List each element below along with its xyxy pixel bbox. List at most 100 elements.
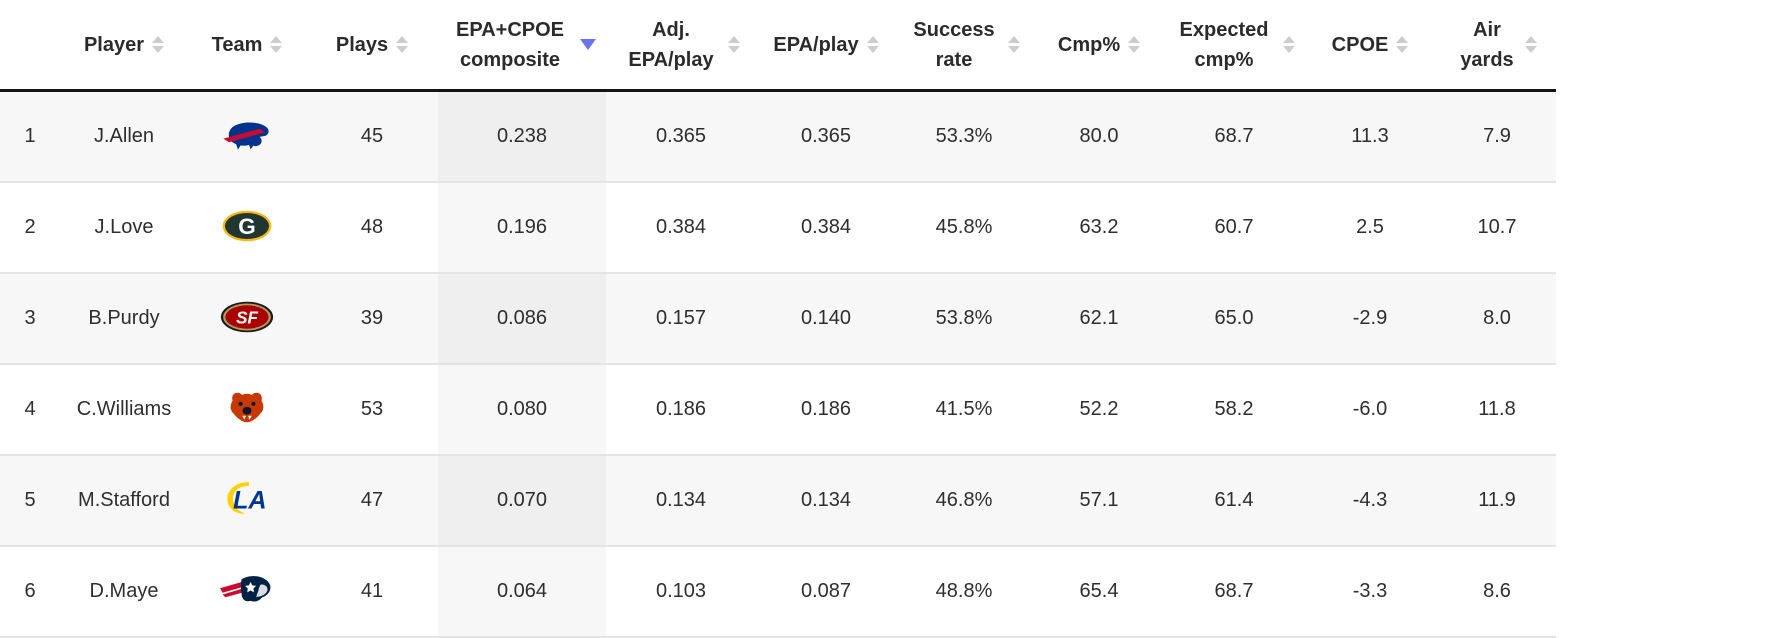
cell-team [188,90,306,183]
cell-cpoe: -2.9 [1302,273,1438,365]
cell-rank: 3 [0,273,60,365]
col-header-cmp-pct[interactable]: Cmp% [1032,0,1166,92]
cell-air-yards: 11.8 [1438,364,1556,456]
cell-epa-cpoe-composite: 0.064 [438,546,606,638]
cell-epa-cpoe-composite: 0.070 [438,455,606,547]
cell-cpoe: 2.5 [1302,182,1438,274]
cell-plays: 41 [306,546,438,638]
cell-rank: 6 [0,546,60,638]
cell-expected-cmp-pct: 61.4 [1166,455,1302,547]
header-row: Player Team Plays EPA+CPOE composite Adj… [0,0,1556,92]
buf-bills-team-logo-icon [217,114,277,156]
cell-cmp-pct: 80.0 [1032,90,1166,183]
cell-player: B.Purdy [60,273,188,365]
col-label-success-rate: Success rate [913,18,995,71]
sort-toggle-icon[interactable] [1283,36,1295,53]
cell-cmp-pct: 63.2 [1032,182,1166,274]
sort-toggle-icon[interactable] [396,36,409,53]
col-header-cpoe[interactable]: CPOE [1302,0,1438,92]
cell-plays: 53 [306,364,438,456]
cell-adj-epa-play: 0.186 [606,364,756,456]
col-label-air-yards: Air yards [1460,18,1514,71]
table-row: 1 J.Allen 45 0.238 0.365 0.365 53.3% 80.… [0,90,1556,183]
sort-toggle-icon[interactable] [1008,36,1020,53]
cell-expected-cmp-pct: 68.7 [1166,90,1302,183]
cell-success-rate: 53.3% [896,90,1032,183]
cell-player: C.Williams [60,364,188,456]
cell-plays: 39 [306,273,438,365]
sort-toggle-icon[interactable] [270,36,283,53]
cell-player: J.Love [60,182,188,274]
cell-expected-cmp-pct: 60.7 [1166,182,1302,274]
cell-success-rate: 46.8% [896,455,1032,547]
cell-team [188,546,306,638]
cell-epa-cpoe-composite: 0.196 [438,182,606,274]
chi-bears-team-logo-icon [217,386,277,428]
sort-desc-icon[interactable] [580,39,596,50]
cell-epa-play: 0.186 [756,364,896,456]
cell-air-yards: 10.7 [1438,182,1556,274]
col-header-expected-cmp-pct[interactable]: Expected cmp% [1166,0,1302,92]
table-row: 6 D.Maye 41 0.064 0.103 0.087 48.8% 65. [0,546,1556,638]
col-label-expected-cmp-pct: Expected cmp% [1179,18,1269,71]
col-header-success-rate[interactable]: Success rate [896,0,1032,92]
col-label-adj-epa-play: Adj. EPA/play [628,18,714,71]
cell-epa-cpoe-composite: 0.080 [438,364,606,456]
cell-team: SF [188,273,306,365]
cell-team: G [188,182,306,274]
col-header-plays[interactable]: Plays [306,0,438,92]
cell-rank: 2 [0,182,60,274]
cell-epa-cpoe-composite: 0.086 [438,273,606,365]
table-row: 3 B.Purdy SF 39 0.086 0.157 0.140 53.8% … [0,273,1556,365]
table-row: 4 C.Williams 53 0.080 0.186 0.186 [0,364,1556,456]
col-header-air-yards[interactable]: Air yards [1438,0,1556,92]
cell-cpoe: -3.3 [1302,546,1438,638]
cell-player: J.Allen [60,90,188,183]
sort-toggle-icon[interactable] [866,36,879,53]
cell-success-rate: 48.8% [896,546,1032,638]
cell-plays: 45 [306,90,438,183]
gb-packers-team-logo-icon: G [217,205,277,247]
sort-toggle-icon[interactable] [1396,36,1409,53]
svg-text:G: G [238,214,256,239]
cell-epa-play: 0.140 [756,273,896,365]
cell-air-yards: 8.6 [1438,546,1556,638]
cell-cpoe: -4.3 [1302,455,1438,547]
cell-cmp-pct: 62.1 [1032,273,1166,365]
cell-rank: 1 [0,90,60,183]
col-label-epa-cpoe-composite: EPA+CPOE composite [456,18,564,71]
cell-cmp-pct: 57.1 [1032,455,1166,547]
sort-toggle-icon[interactable] [1525,36,1537,53]
cell-expected-cmp-pct: 68.7 [1166,546,1302,638]
cell-plays: 47 [306,455,438,547]
cell-success-rate: 45.8% [896,182,1032,274]
cell-adj-epa-play: 0.103 [606,546,756,638]
cell-rank: 5 [0,455,60,547]
cell-success-rate: 53.8% [896,273,1032,365]
col-header-player[interactable]: Player [60,0,188,92]
col-label-team: Team [211,33,263,56]
col-header-adj-epa-play[interactable]: Adj. EPA/play [606,0,756,92]
cell-epa-play: 0.087 [756,546,896,638]
svg-text:SF: SF [236,308,258,327]
col-label-epa-play: EPA/play [773,33,859,56]
qb-stats-table: Player Team Plays EPA+CPOE composite Adj… [0,0,1556,638]
col-header-epa-play[interactable]: EPA/play [756,0,896,92]
cell-air-yards: 11.9 [1438,455,1556,547]
cell-success-rate: 41.5% [896,364,1032,456]
sort-toggle-icon[interactable] [1128,36,1141,53]
sf-49ers-team-logo-icon: SF [217,296,277,338]
sort-toggle-icon[interactable] [728,36,740,53]
cell-adj-epa-play: 0.134 [606,455,756,547]
svg-text:LA: LA [233,486,267,514]
cell-cmp-pct: 52.2 [1032,364,1166,456]
sort-toggle-icon[interactable] [152,36,165,53]
cell-cmp-pct: 65.4 [1032,546,1166,638]
cell-team [188,364,306,456]
col-header-epa-cpoe-composite[interactable]: EPA+CPOE composite [438,0,606,92]
cell-air-yards: 7.9 [1438,90,1556,183]
col-header-team[interactable]: Team [188,0,306,92]
col-label-cmp-pct: Cmp% [1057,33,1121,56]
cell-expected-cmp-pct: 58.2 [1166,364,1302,456]
cell-adj-epa-play: 0.157 [606,273,756,365]
